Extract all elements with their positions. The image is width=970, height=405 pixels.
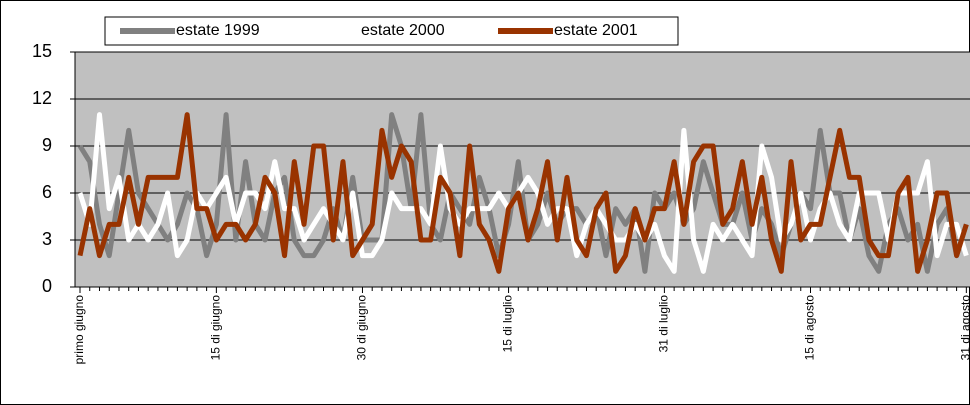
series-line [77, 112, 969, 274]
y-tick-label: 0 [42, 276, 52, 296]
y-tick-label: 6 [42, 182, 52, 202]
x-tick-label: 31 di luglio [657, 295, 671, 353]
legend-label: estate 2001 [554, 22, 638, 39]
y-tick-label: 12 [32, 88, 52, 108]
x-tick-label: 15 di agosto [803, 295, 817, 361]
legend-label: estate 2000 [361, 22, 445, 39]
x-tick-label: 30 di giugno [355, 295, 369, 361]
y-tick-label: 3 [42, 229, 52, 249]
x-tick-label: 15 di luglio [501, 295, 515, 353]
legend-label: estate 1999 [176, 22, 260, 39]
legend-box [104, 16, 679, 46]
series-line [77, 112, 969, 274]
y-tick-label: 15 [32, 41, 52, 61]
y-tick-label: 9 [42, 135, 52, 155]
x-tick-label: 15 di giugno [209, 295, 223, 361]
plot-area [75, 52, 970, 287]
x-tick-label: 31 di agosto [959, 295, 970, 361]
series-line [77, 112, 969, 274]
x-tick-label: primo giugno [72, 295, 86, 365]
